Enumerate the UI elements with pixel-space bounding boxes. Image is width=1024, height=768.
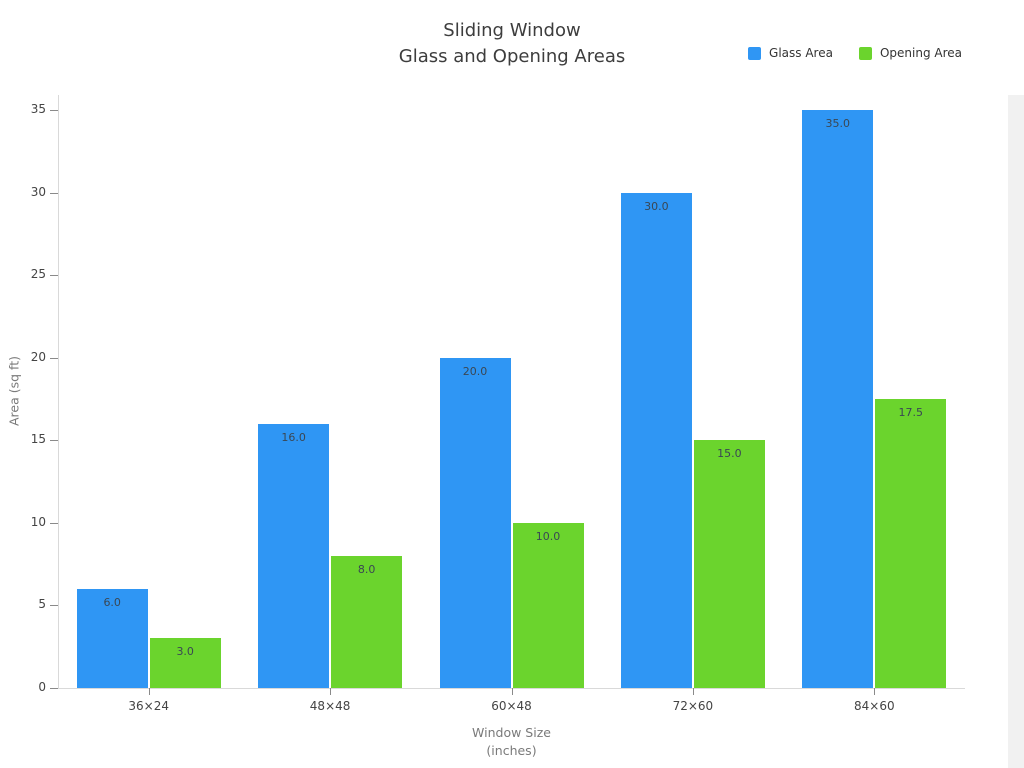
bar-value-label: 17.5 (898, 406, 924, 419)
bar-opening-area-48-48 (331, 555, 403, 688)
y-tick-label: 35 (30, 102, 46, 116)
legend-swatch-glass-area (748, 46, 762, 60)
bar-opening-area-60-48 (512, 522, 584, 688)
x-axis-title-line1: Window Size (472, 725, 551, 740)
bar-opening-area-84-60 (875, 399, 947, 688)
x-tick-mark (330, 688, 332, 695)
bar-glass-area-48-48 (258, 423, 330, 688)
bar-glass-area-36-24 (76, 588, 148, 688)
chart-title: Sliding Window Glass and Opening Areas (0, 18, 1024, 70)
y-tick-label: 5 (38, 597, 46, 612)
y-tick-mark (50, 688, 58, 689)
bar-glass-area-60-48 (439, 357, 511, 688)
right-edge-gutter (1008, 95, 1024, 768)
bar-value-label: 30.0 (644, 199, 669, 213)
bar-glass-area-84-60 (802, 110, 874, 688)
y-tick-label: 10 (30, 514, 46, 529)
y-tick-label: 30 (30, 184, 46, 199)
legend-item-opening-area[interactable]: Opening Area (858, 46, 962, 60)
y-tick-mark (50, 522, 58, 524)
x-tick-label: 36×24 (128, 699, 169, 713)
bar-value-label: 3.0 (176, 645, 194, 659)
legend-label: Opening Area (879, 46, 962, 60)
y-tick-mark (50, 275, 58, 277)
chart-title-line1: Sliding Window (443, 20, 581, 41)
chart-title-line2: Glass and Opening Areas (398, 46, 626, 67)
y-tick-label: 0 (38, 680, 46, 694)
bar-value-label: 10.0 (535, 529, 561, 543)
bar-value-label: 6.0 (103, 595, 121, 609)
x-tick-label: 72×60 (672, 699, 714, 713)
bar-opening-area-72-60 (693, 440, 765, 688)
x-tick-mark (511, 688, 513, 695)
bar-value-label: 15.0 (717, 447, 742, 461)
x-tick-label: 84×60 (854, 699, 895, 713)
bar-glass-area-72-60 (620, 192, 692, 688)
y-tick-label: 15 (30, 432, 46, 447)
x-axis-title-line2: (inches) (486, 743, 537, 758)
x-tick-label: 60×48 (491, 699, 532, 713)
x-tick-mark (692, 688, 694, 695)
legend-swatch-opening-area (858, 46, 872, 60)
x-tick-mark (148, 688, 150, 695)
y-tick-mark (50, 192, 58, 194)
x-axis-title: Window Size (inches) (58, 724, 965, 760)
x-tick-mark (874, 688, 876, 695)
bar-value-label: 8.0 (357, 562, 376, 576)
y-tick-label: 20 (30, 349, 46, 364)
bar-value-label: 20.0 (462, 364, 488, 378)
y-tick-mark (50, 110, 58, 111)
y-tick-label: 25 (30, 267, 46, 282)
x-tick-label: 48×48 (309, 699, 351, 713)
bar-opening-area-36-24 (149, 638, 221, 688)
y-tick-mark (50, 605, 58, 607)
legend-label: Glass Area (769, 46, 833, 60)
y-tick-mark (50, 440, 58, 442)
y-tick-mark (50, 357, 58, 359)
legend-item-glass-area[interactable]: Glass Area (748, 46, 833, 60)
bar-value-label: 35.0 (825, 117, 851, 130)
bar-value-label: 16.0 (281, 430, 306, 444)
legend: Glass Area Opening Area (748, 46, 962, 60)
y-axis-line (58, 95, 59, 688)
y-axis-title: Area (sq ft) (6, 356, 22, 426)
